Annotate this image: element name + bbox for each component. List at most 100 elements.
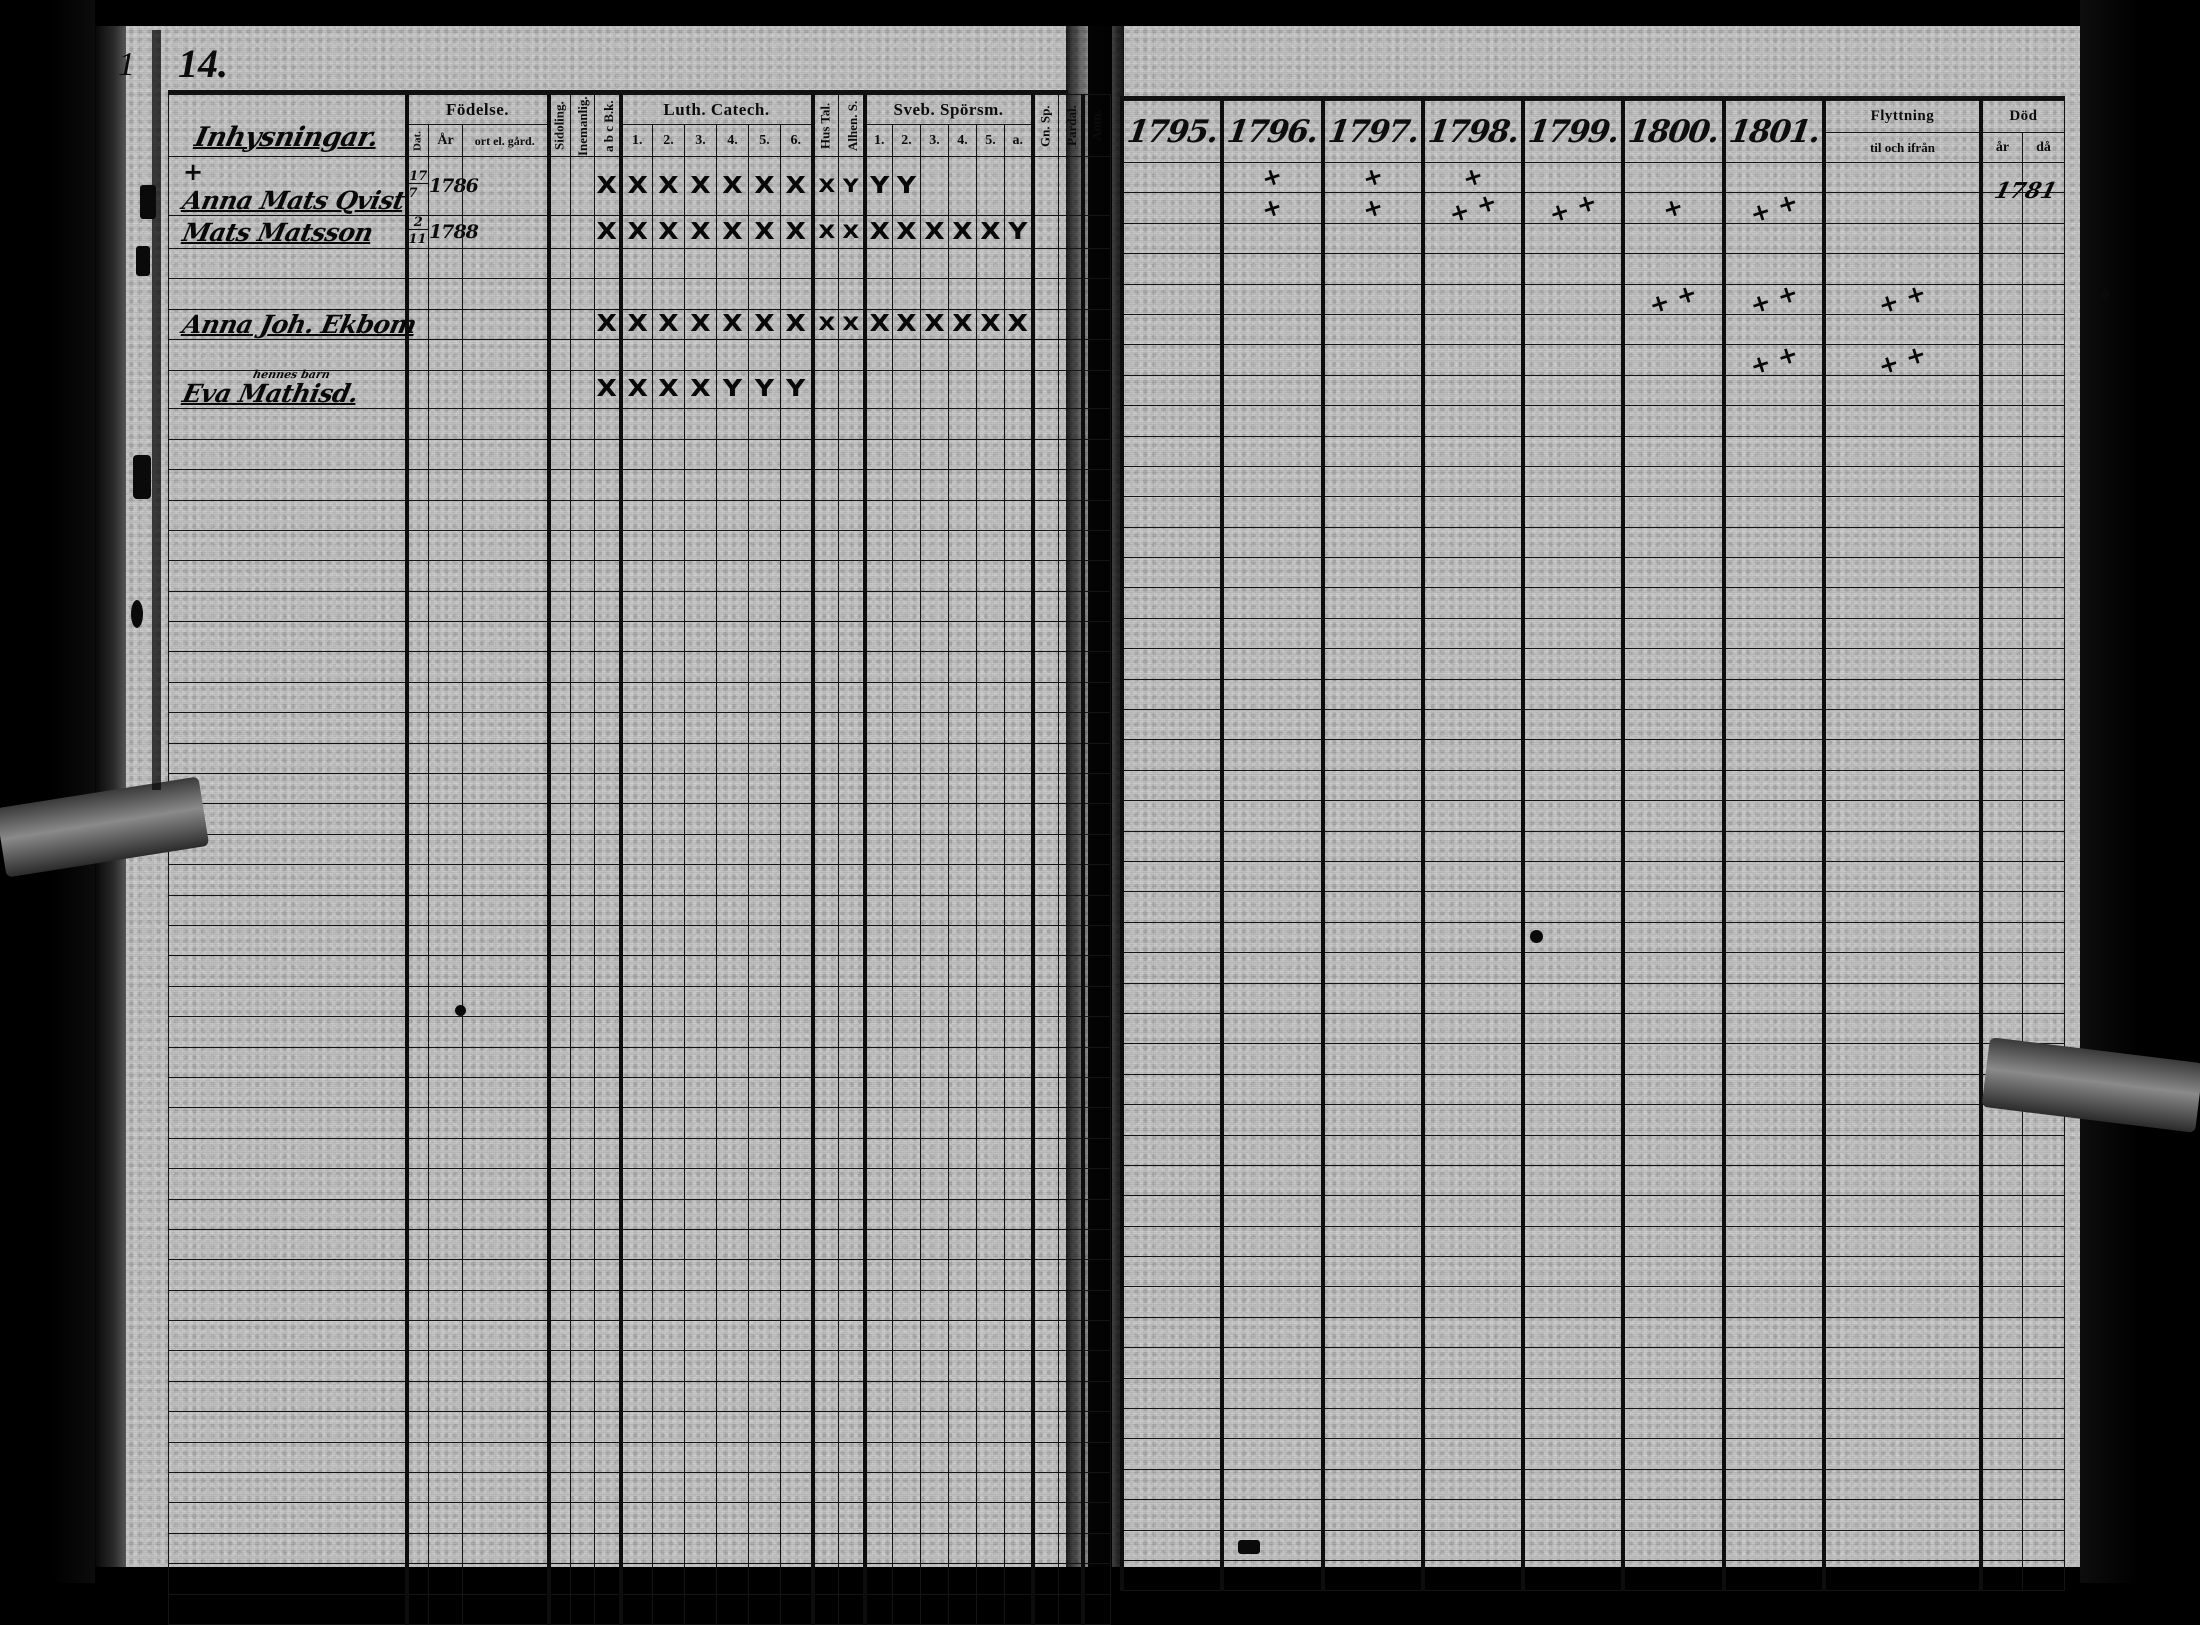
- inemanl-cell: [570, 1168, 595, 1200]
- birth-place-cell: [462, 408, 549, 440]
- catechism-cell: [618, 1472, 653, 1504]
- year-attendance-cell: [1119, 982, 1223, 1014]
- year-attendance-cell: [1420, 1195, 1524, 1227]
- year-attendance-cell: [1621, 709, 1725, 741]
- catechism-cell: [716, 712, 749, 744]
- table-row: [1119, 557, 2065, 589]
- hus-tal-cell: [810, 1472, 839, 1504]
- year-attendance-cell: [1621, 1438, 1725, 1470]
- hus-tal-cell: [810, 1532, 839, 1565]
- attendance-mark: X: [952, 310, 973, 337]
- birth-date-cell: [404, 469, 429, 501]
- sveb-cell: [976, 681, 1005, 714]
- gn-sp-cell: [1030, 469, 1060, 501]
- dod-cell: [2022, 1012, 2065, 1045]
- catechism-cell: [652, 529, 685, 562]
- sveb-cell: X: [892, 308, 921, 341]
- sveb-cell: [1003, 499, 1034, 531]
- flyttning-sub-header: til och ifrån: [1822, 132, 1982, 163]
- sidoling-cell: [546, 833, 571, 866]
- year-attendance-cell: [1320, 1012, 1424, 1045]
- sveb-cell: [948, 1320, 977, 1352]
- catechism-cell: [618, 924, 653, 957]
- sveb-cell: [920, 529, 949, 562]
- attendance-mark: X: [596, 172, 617, 199]
- sveb-cell: [920, 247, 949, 280]
- section-title: Inhysningar.: [192, 121, 382, 153]
- pardal-cell: [1058, 955, 1084, 987]
- catechism-cell: [618, 864, 653, 896]
- catechism-cell: [618, 1441, 653, 1474]
- anm-cell: [1080, 408, 1112, 440]
- birth-place-cell: [462, 215, 549, 249]
- catechism-cell: [716, 985, 749, 1018]
- attendance-mark: X: [722, 218, 743, 245]
- person-name: Eva Mathisd.: [179, 379, 361, 409]
- dod-cell: [1978, 678, 2024, 711]
- sveb-cell: [1003, 1411, 1034, 1443]
- anm-cell: [1080, 1350, 1112, 1382]
- catechism-cell: [748, 1411, 781, 1443]
- catechism-cell: Y: [716, 369, 749, 410]
- catechism-cell: [652, 247, 685, 280]
- birth-year-cell: [428, 803, 463, 835]
- gn-sp-cell: [1030, 438, 1060, 471]
- sidoling-cell: [546, 590, 571, 623]
- inemanl-cell: [570, 1593, 595, 1625]
- year-attendance-cell: [1420, 465, 1524, 498]
- hus-tal-cell: [810, 1320, 839, 1352]
- alhen-cell: [838, 1380, 865, 1413]
- table-row: [168, 985, 1112, 1018]
- sidoling-cell: [546, 308, 571, 341]
- catechism-cell: [748, 712, 781, 744]
- anm-cell: [1080, 1593, 1112, 1625]
- sveb-cell: [920, 1076, 949, 1109]
- birth-place-cell: [462, 308, 549, 341]
- year-attendance-cell: [1220, 557, 1324, 589]
- sveb-cell: [892, 1411, 921, 1443]
- catechism-cell: [618, 803, 653, 835]
- empty-name-cell: [168, 339, 407, 371]
- dod-cell: [1978, 1377, 2024, 1410]
- empty-name-cell: [168, 955, 407, 987]
- year-attendance-cell: [1521, 405, 1624, 437]
- table-row: [168, 773, 1112, 805]
- dod-cell: [1978, 253, 2024, 285]
- year-attendance-cell: [1119, 678, 1223, 711]
- catechism-cell: X: [652, 215, 685, 249]
- year-attendance-cell: [1721, 952, 1825, 984]
- abc-cell: [594, 1593, 621, 1625]
- person-name-cell: Anna Joh. Ekbom: [168, 308, 419, 341]
- alhen-cell: [838, 621, 865, 653]
- catechism-cell: [618, 529, 653, 562]
- abc-cell: [594, 1350, 621, 1382]
- empty-name-cell: [168, 1441, 407, 1474]
- sidoling-cell: [546, 1411, 571, 1443]
- catechism-cell: X: [716, 215, 749, 249]
- empty-name-cell: [168, 408, 407, 440]
- sveb-cell: [892, 712, 921, 744]
- attendance-mark: X: [627, 172, 648, 199]
- sveb-cell: X: [920, 308, 949, 341]
- dod-cell: [2022, 1347, 2065, 1379]
- birth-place-cell: [462, 894, 549, 927]
- year-attendance-cell: [1220, 587, 1324, 619]
- catechism-cell: [652, 408, 685, 440]
- empty-name-cell: [168, 924, 407, 957]
- attendance-mark: X: [842, 220, 860, 243]
- gn-sp-cell: [1030, 1350, 1060, 1382]
- sveb-cell: [920, 408, 949, 440]
- gn-sp-cell: [1030, 1320, 1060, 1352]
- year-attendance-cell: [1420, 557, 1524, 589]
- anm-cell: [1080, 529, 1112, 562]
- alhen-cell: [838, 1472, 865, 1504]
- sveb-cell: [892, 560, 921, 592]
- alhen-cell: [838, 1198, 865, 1230]
- dod-cell: [2022, 982, 2065, 1014]
- edge-damage-streak: [152, 30, 161, 790]
- sveb-cell: [892, 1076, 921, 1109]
- flyttning-cell: [1822, 1438, 1982, 1470]
- birth-place-cell: [462, 621, 549, 653]
- catechism-cell: [618, 278, 653, 310]
- birth-place-cell: [462, 438, 549, 471]
